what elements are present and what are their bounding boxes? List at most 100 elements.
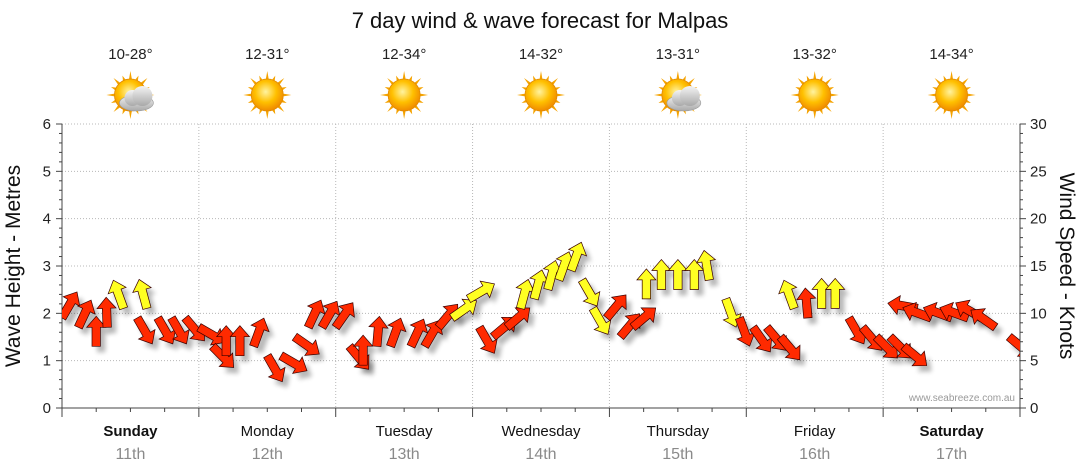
sun-ray xyxy=(676,110,680,119)
wind-arrow xyxy=(900,342,928,367)
sun-ray xyxy=(961,78,969,85)
sun-ray xyxy=(556,93,565,97)
sun-disc xyxy=(798,78,832,112)
wind-arrow xyxy=(602,294,627,322)
temperature-range: 13-31° xyxy=(656,46,700,63)
temperature-range: 10-28° xyxy=(108,46,152,63)
sun-ray xyxy=(418,99,424,103)
wind-arrow xyxy=(503,307,531,332)
sun-icon xyxy=(790,71,839,119)
wind-arrow xyxy=(85,315,107,347)
temperature-range: 12-34° xyxy=(382,46,426,63)
sun-ray xyxy=(819,109,823,115)
axes xyxy=(56,123,1026,417)
sun-ray xyxy=(676,71,680,80)
wind-arrow xyxy=(776,333,801,361)
sun-ray xyxy=(658,87,664,91)
wind-arrow xyxy=(824,277,846,309)
sun-ray xyxy=(828,87,835,91)
sun-ray xyxy=(420,93,429,97)
wind-arrow xyxy=(778,279,799,311)
day-name: Friday xyxy=(794,423,836,440)
sun-rays xyxy=(380,71,429,119)
sun-rays xyxy=(927,71,976,119)
wind-arrow xyxy=(133,315,156,345)
cloud-part xyxy=(132,86,153,106)
sun-ray xyxy=(967,93,976,97)
wind-arrow xyxy=(872,333,898,359)
sun-ray xyxy=(825,105,832,112)
wind-arrow xyxy=(107,279,128,311)
y-ticks-right: 0 5 10 15 20 25 30 xyxy=(1030,116,1047,417)
wind-arrow xyxy=(529,269,549,301)
y-axis-left-label: Wave Height - Metres xyxy=(2,165,25,367)
sun-rays xyxy=(790,71,839,119)
sun-ray xyxy=(380,93,389,97)
y-tick-label-right: 20 xyxy=(1030,211,1047,228)
y-tick-label-left: 6 xyxy=(43,116,51,133)
sun-ray xyxy=(113,78,121,85)
wind-arrow xyxy=(74,299,96,330)
wind-arrow xyxy=(352,334,374,366)
wind-arrow xyxy=(465,280,495,304)
sun-ray xyxy=(524,105,531,112)
sun-ray xyxy=(797,105,805,112)
sun-ray xyxy=(927,93,936,97)
day-date: 14th xyxy=(525,446,556,463)
sun-ray xyxy=(797,78,805,85)
sun-ray xyxy=(819,75,823,81)
wind-arrow xyxy=(331,302,355,331)
sun-ray xyxy=(396,75,400,81)
sun-ray xyxy=(408,75,413,81)
day-name: Monday xyxy=(241,423,295,440)
wind-arrow xyxy=(368,315,389,348)
wind-arrow xyxy=(215,325,237,357)
sun-ray xyxy=(806,109,810,115)
sun-ray xyxy=(961,105,969,112)
sun-disc xyxy=(250,78,284,112)
wind-arrows xyxy=(62,241,1020,383)
sun-disc xyxy=(935,78,968,112)
sun-ray xyxy=(277,78,285,85)
sun-ray xyxy=(943,75,947,81)
sun-ray xyxy=(688,78,695,85)
credit-text: www.seabreeze.com.au xyxy=(908,393,1015,404)
sun-ray xyxy=(122,75,126,81)
wind-arrow xyxy=(1005,333,1020,357)
partly-cloudy-icon xyxy=(653,71,702,119)
sun-ray xyxy=(965,99,971,103)
sun-ray xyxy=(660,78,668,85)
wind-arrow xyxy=(249,317,270,349)
y-tick-label-left: 1 xyxy=(43,353,51,370)
sun-ray xyxy=(517,93,526,97)
sun-icon xyxy=(927,71,976,119)
sun-ray xyxy=(555,87,561,91)
day-name: Tuesday xyxy=(376,423,433,440)
sun-ray xyxy=(521,99,527,103)
sun-ray xyxy=(247,99,254,103)
sun-ray xyxy=(555,99,561,103)
day-date: 12th xyxy=(252,446,283,463)
sun-ray xyxy=(669,75,674,81)
sun-ray xyxy=(813,71,817,80)
wind-arrow xyxy=(636,268,657,300)
wind-arrow xyxy=(515,278,536,310)
sun-ray xyxy=(250,78,257,85)
sun-ray xyxy=(387,105,394,112)
gridlines xyxy=(62,123,1020,408)
partly-cloudy-icon xyxy=(106,71,155,119)
day-date: 11th xyxy=(115,446,145,463)
sun-ray xyxy=(551,78,558,85)
temperature-range: 12-31° xyxy=(245,46,289,63)
sun-ray xyxy=(396,109,400,115)
sun-ray xyxy=(414,78,422,85)
sun-ray xyxy=(129,71,132,80)
temperature-range: 14-34° xyxy=(929,46,973,63)
day-name: Sunday xyxy=(103,423,158,440)
sun-ray xyxy=(539,110,543,119)
sun-ray xyxy=(956,75,960,81)
y-tick-label-right: 15 xyxy=(1030,258,1047,275)
sun-ray xyxy=(669,109,674,115)
wind-arrow xyxy=(684,258,705,290)
